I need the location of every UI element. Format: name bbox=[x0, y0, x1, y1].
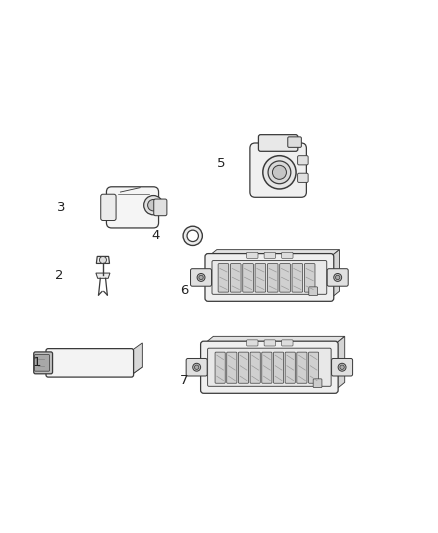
Polygon shape bbox=[335, 336, 345, 390]
Text: 2: 2 bbox=[55, 269, 64, 282]
FancyBboxPatch shape bbox=[282, 340, 293, 346]
FancyBboxPatch shape bbox=[230, 264, 241, 292]
FancyBboxPatch shape bbox=[154, 199, 167, 216]
FancyBboxPatch shape bbox=[34, 352, 53, 374]
Polygon shape bbox=[331, 249, 339, 298]
FancyBboxPatch shape bbox=[258, 135, 298, 151]
Circle shape bbox=[336, 275, 340, 280]
FancyBboxPatch shape bbox=[332, 359, 353, 376]
FancyBboxPatch shape bbox=[247, 252, 258, 259]
Polygon shape bbox=[96, 273, 110, 278]
FancyBboxPatch shape bbox=[273, 352, 284, 383]
FancyBboxPatch shape bbox=[264, 340, 276, 346]
Circle shape bbox=[334, 273, 342, 281]
Circle shape bbox=[268, 161, 291, 184]
Text: 6: 6 bbox=[180, 284, 188, 297]
Polygon shape bbox=[204, 336, 345, 344]
FancyBboxPatch shape bbox=[282, 252, 293, 259]
Text: 7: 7 bbox=[180, 374, 188, 387]
Circle shape bbox=[263, 156, 296, 189]
Circle shape bbox=[187, 230, 198, 241]
FancyBboxPatch shape bbox=[191, 269, 212, 286]
FancyBboxPatch shape bbox=[297, 173, 308, 182]
FancyBboxPatch shape bbox=[250, 143, 307, 197]
Text: 1: 1 bbox=[33, 357, 42, 369]
Text: 5: 5 bbox=[217, 157, 226, 170]
FancyBboxPatch shape bbox=[308, 352, 319, 383]
Polygon shape bbox=[131, 343, 142, 375]
Polygon shape bbox=[208, 249, 339, 257]
FancyBboxPatch shape bbox=[280, 264, 290, 292]
Circle shape bbox=[338, 364, 346, 371]
Circle shape bbox=[183, 226, 202, 246]
FancyBboxPatch shape bbox=[201, 341, 338, 393]
FancyBboxPatch shape bbox=[255, 264, 266, 292]
Circle shape bbox=[194, 365, 199, 369]
Text: 4: 4 bbox=[151, 229, 160, 243]
Polygon shape bbox=[48, 367, 142, 375]
FancyBboxPatch shape bbox=[327, 269, 348, 286]
FancyBboxPatch shape bbox=[46, 349, 134, 377]
FancyBboxPatch shape bbox=[267, 264, 278, 292]
FancyBboxPatch shape bbox=[238, 352, 249, 383]
Circle shape bbox=[193, 364, 201, 371]
Circle shape bbox=[272, 165, 286, 179]
FancyBboxPatch shape bbox=[215, 352, 225, 383]
Circle shape bbox=[199, 275, 203, 280]
Polygon shape bbox=[96, 256, 110, 263]
FancyBboxPatch shape bbox=[227, 352, 237, 383]
FancyBboxPatch shape bbox=[106, 187, 159, 228]
FancyBboxPatch shape bbox=[35, 354, 49, 371]
FancyBboxPatch shape bbox=[262, 352, 272, 383]
Circle shape bbox=[340, 365, 344, 369]
FancyBboxPatch shape bbox=[285, 352, 295, 383]
FancyBboxPatch shape bbox=[212, 261, 327, 294]
FancyBboxPatch shape bbox=[101, 194, 116, 221]
FancyBboxPatch shape bbox=[264, 252, 276, 259]
Text: 3: 3 bbox=[57, 201, 66, 214]
FancyBboxPatch shape bbox=[218, 264, 229, 292]
Circle shape bbox=[197, 273, 205, 281]
FancyBboxPatch shape bbox=[288, 137, 301, 147]
FancyBboxPatch shape bbox=[208, 348, 331, 386]
FancyBboxPatch shape bbox=[297, 352, 307, 383]
FancyBboxPatch shape bbox=[292, 264, 303, 292]
FancyBboxPatch shape bbox=[243, 264, 253, 292]
FancyBboxPatch shape bbox=[309, 287, 318, 296]
Circle shape bbox=[144, 196, 163, 215]
FancyBboxPatch shape bbox=[297, 156, 308, 165]
FancyBboxPatch shape bbox=[313, 379, 322, 387]
FancyBboxPatch shape bbox=[205, 254, 334, 301]
Circle shape bbox=[99, 256, 106, 263]
Circle shape bbox=[148, 199, 159, 211]
FancyBboxPatch shape bbox=[186, 359, 207, 376]
FancyBboxPatch shape bbox=[247, 340, 258, 346]
FancyBboxPatch shape bbox=[250, 352, 260, 383]
FancyBboxPatch shape bbox=[304, 264, 315, 292]
